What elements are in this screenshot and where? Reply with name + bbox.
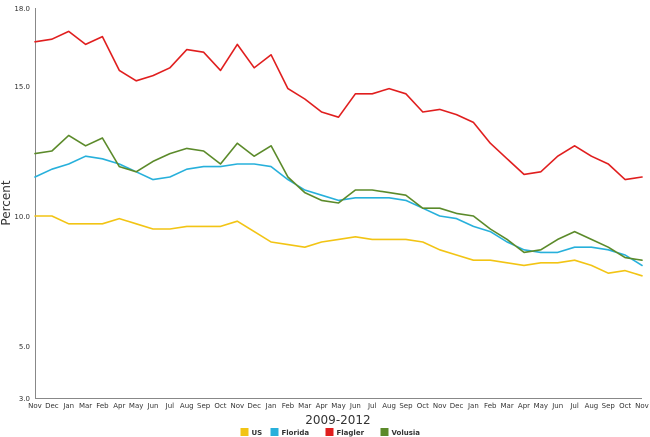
x-tick-labels: Nov Dec Jan Mar Feb Apr May Jun Jul Aug Sep Oct Nov D…	[28, 402, 649, 410]
x-tick-label: May	[534, 402, 548, 410]
y-tick-label: 18.0	[14, 5, 30, 13]
y-tick-label: 5.0	[19, 343, 30, 351]
x-tick-label: Jan	[265, 402, 277, 410]
x-tick-label: Jun	[349, 402, 361, 410]
chart-legend: US Florida Flagler Volusia	[240, 428, 421, 437]
x-tick-label: Nov	[28, 402, 42, 410]
x-tick-label: Apr	[316, 402, 328, 410]
x-tick-label: Mar	[501, 402, 514, 410]
series-line-florida	[34, 155, 643, 267]
x-tick-label: May	[331, 402, 345, 410]
x-tick-label: Oct	[417, 402, 429, 410]
x-tick-label: Dec	[247, 402, 261, 410]
legend-swatch-volusia	[380, 428, 389, 436]
x-tick-label: Nov	[433, 402, 447, 410]
x-tick-label: Mar	[298, 402, 311, 410]
y-tick-label: 10.0	[14, 213, 30, 221]
x-tick-label: Nov	[635, 402, 649, 410]
legend-swatch-us	[240, 428, 249, 436]
x-tick-label: Jun	[147, 402, 159, 410]
x-tick-label: Sep	[197, 402, 211, 410]
x-tick-label: Dec	[45, 402, 59, 410]
x-tick-label: Sep	[399, 402, 413, 410]
y-tick-label: 15.0	[14, 83, 30, 91]
x-tick-label: Sep	[602, 402, 616, 410]
x-tick-label: Mar	[79, 402, 92, 410]
y-tick-labels: 3.0 5.0 10.0 15.0 18.0	[14, 5, 30, 403]
x-tick-label: Feb	[282, 402, 295, 410]
series-line-flagler	[34, 30, 643, 181]
x-tick-label: Jan	[467, 402, 479, 410]
x-tick-label: Aug	[382, 402, 396, 410]
x-tick-label: Oct	[214, 402, 226, 410]
x-tick-label: Aug	[585, 402, 599, 410]
x-tick-label: Jan	[62, 402, 74, 410]
legend-label-florida: Florida	[282, 429, 310, 437]
legend-label-flagler: Flagler	[337, 429, 365, 437]
series-lines	[34, 30, 643, 277]
x-tick-label: Jul	[367, 402, 377, 410]
legend-swatch-flagler	[325, 428, 334, 436]
legend-label-us: US	[252, 429, 263, 437]
x-tick-label: Nov	[230, 402, 244, 410]
x-tick-label: Feb	[484, 402, 497, 410]
legend-label-volusia: Volusia	[392, 429, 421, 437]
x-tick-label: Oct	[619, 402, 631, 410]
x-tick-label: Jul	[165, 402, 175, 410]
chart-axes	[35, 8, 642, 399]
y-tick-label: 3.0	[19, 395, 30, 403]
x-tick-label: Jul	[569, 402, 579, 410]
x-tick-label: Aug	[180, 402, 194, 410]
x-tick-label: Feb	[96, 402, 109, 410]
x-tick-label: Jun	[551, 402, 563, 410]
series-line-us	[34, 215, 643, 277]
x-tick-label: May	[129, 402, 143, 410]
x-tick-label: Dec	[450, 402, 464, 410]
x-tick-label: Apr	[518, 402, 530, 410]
x-axis-title: 2009-2012	[305, 413, 370, 427]
series-line-volusia	[34, 134, 643, 262]
x-tick-label: Apr	[113, 402, 125, 410]
y-axis-title: Percent	[0, 180, 13, 225]
legend-swatch-florida	[270, 428, 279, 436]
